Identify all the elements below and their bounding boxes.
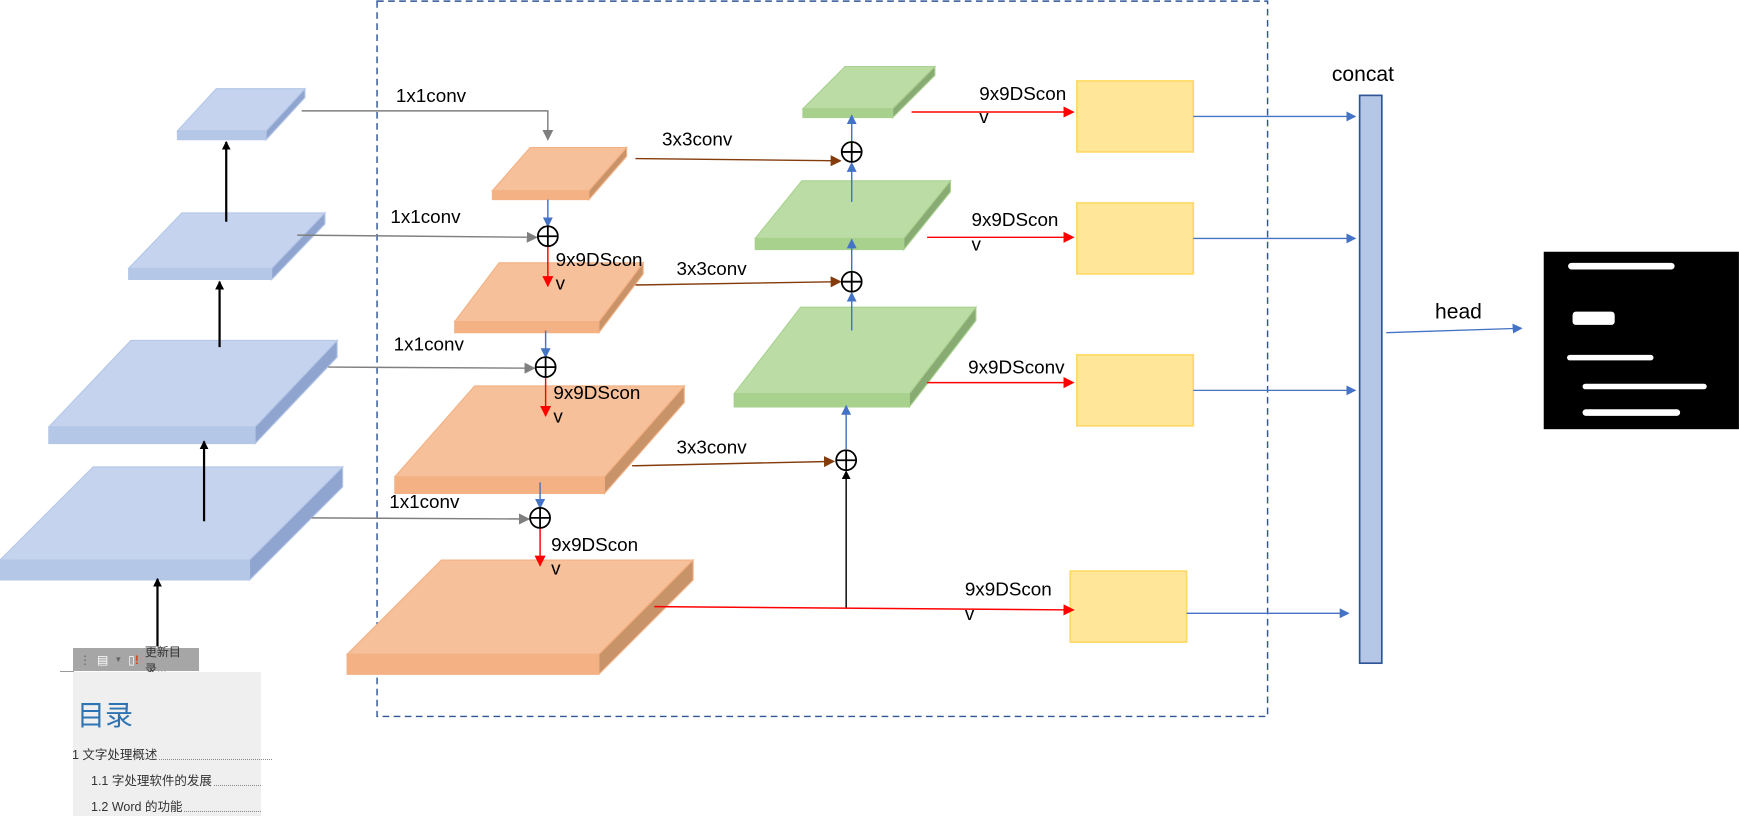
conv3x3-arrows — [632, 155, 842, 468]
output-block-2 — [1076, 202, 1195, 275]
label-dsconv-wrap: v — [553, 406, 563, 427]
label-dsconv-wrap: v — [965, 603, 975, 624]
output-mask-image — [1543, 251, 1739, 430]
label-1x1conv: 1x1conv — [394, 333, 465, 354]
label-dsconv-full: 9x9DSconv — [968, 357, 1065, 378]
divider — [60, 671, 74, 672]
toc-panel: 目录 1 文字处理概述 1.1 字处理软件的发展 1.2 Word 的功能 — [72, 672, 272, 816]
add-icon — [534, 356, 557, 378]
label-dsconv: 9x9DScon — [979, 83, 1066, 104]
chevron-down-icon[interactable]: ▼ — [114, 655, 123, 664]
lateral-1x1conv-arrows — [297, 110, 554, 525]
output-blocks — [1069, 80, 1195, 643]
output-block-3 — [1076, 354, 1195, 427]
label-dsconv: 9x9DScon — [965, 579, 1052, 600]
upsample-arrows — [535, 114, 857, 510]
label-3x3conv: 3x3conv — [662, 128, 733, 149]
label-1x1conv: 1x1conv — [396, 85, 467, 106]
backbone-level-2-feature-map — [47, 339, 339, 445]
add-icon — [536, 225, 559, 248]
top-down-level-1-feature-map — [345, 558, 695, 676]
label-dsconv: 9x9DScon — [553, 382, 640, 403]
top-down-level-3-feature-map — [453, 261, 645, 335]
bottom-up-level-3-feature-map — [754, 179, 952, 252]
label-dsconv: 9x9DScon — [556, 249, 643, 270]
label-3x3conv: 3x3conv — [676, 258, 747, 279]
label-3x3conv: 3x3conv — [676, 437, 747, 458]
label-concat: concat — [1332, 63, 1394, 86]
bottom-up-level-4-feature-map — [801, 65, 937, 119]
add-nodes — [529, 141, 863, 529]
backbone-arrows — [153, 140, 231, 647]
concat-input-arrows — [1186, 111, 1523, 619]
add-icon — [840, 270, 863, 293]
update-warning-icon: ▯! — [128, 652, 139, 667]
label-1x1conv: 1x1conv — [389, 491, 460, 512]
backbone-level-4-feature-map — [176, 87, 307, 142]
add-icon — [835, 449, 858, 472]
toc-entry[interactable]: 1 文字处理概述 — [72, 744, 272, 763]
top-down-level-4-feature-map — [491, 146, 628, 202]
toc-entry[interactable]: 1.2 Word 的功能 — [91, 796, 261, 815]
backbone-level-3-feature-map — [127, 211, 327, 281]
label-dsconv: 9x9DScon — [551, 534, 638, 555]
output-block-4 — [1069, 570, 1188, 643]
head-arrow — [1386, 323, 1523, 334]
label-dsconv: 9x9DScon — [971, 209, 1058, 230]
label-dsconv-wrap: v — [971, 234, 981, 255]
add-icon — [529, 507, 551, 529]
fpn-dashed-boundary — [376, 0, 1269, 718]
label-dsconv-wrap: v — [979, 106, 989, 127]
toc-entry[interactable]: 1.1 字处理软件的发展 — [91, 770, 261, 789]
output-block-1 — [1076, 80, 1195, 153]
dsconv-arrows — [534, 106, 1075, 616]
bottom-up-level-2-feature-map — [733, 305, 978, 409]
toc-toolbar: ⋮ ▤ ▼ ▯! 更新目录... — [73, 645, 199, 676]
top-down-level-2-feature-map — [393, 384, 686, 495]
label-dsconv-wrap: v — [551, 557, 561, 578]
label-head: head — [1435, 300, 1482, 323]
label-1x1conv: 1x1conv — [390, 206, 461, 227]
add-icon — [840, 141, 863, 163]
backbone-level-1-feature-map — [0, 465, 345, 582]
concat-bar — [1358, 94, 1383, 665]
document-icon[interactable]: ▤ — [97, 652, 109, 667]
toc-title: 目录 — [77, 700, 134, 731]
drag-handle-icon[interactable]: ⋮ — [79, 652, 91, 667]
label-dsconv-wrap: v — [556, 272, 566, 293]
